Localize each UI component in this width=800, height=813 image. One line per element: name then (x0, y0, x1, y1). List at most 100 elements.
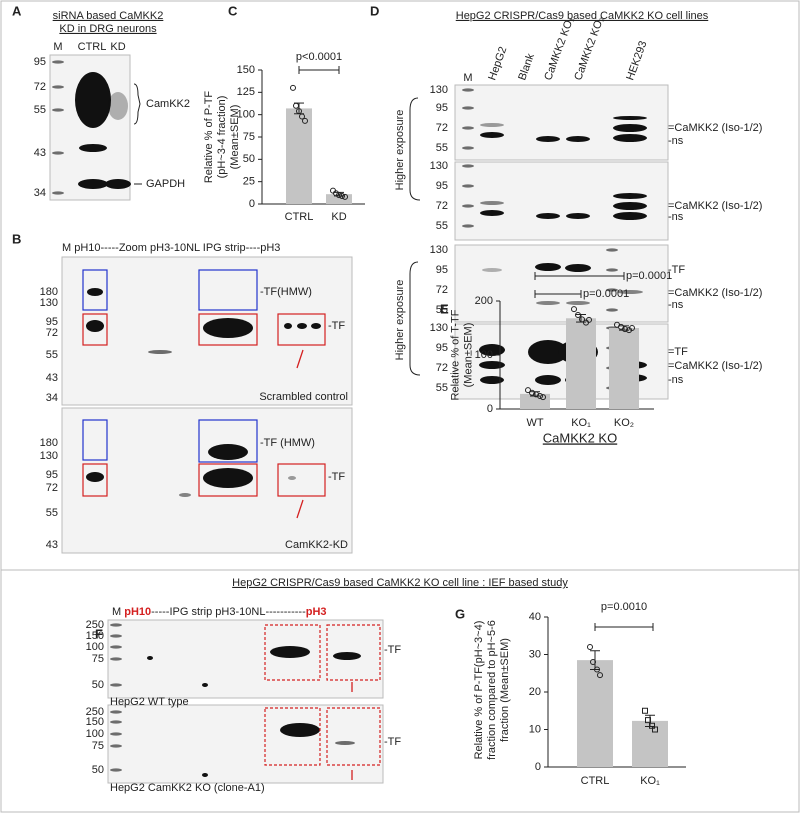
data-point (590, 659, 596, 665)
label: M (463, 72, 472, 84)
header-part: -----IPG strip pH3-10NL----------- (151, 606, 306, 618)
ladder-band (462, 106, 474, 110)
lane-label: HEK293 (624, 39, 649, 82)
ladder-band (462, 224, 474, 228)
data-point (342, 193, 348, 200)
label: B (12, 231, 21, 246)
f-header: M pH10-----IPG strip pH3-10NL-----------… (112, 606, 327, 618)
band-label: =CaMKK2 (Iso-1/2) (668, 122, 762, 134)
marker-label: 95 (436, 102, 448, 114)
ladder-band (52, 108, 64, 112)
marker-label: 100 (86, 641, 104, 653)
band (202, 683, 208, 687)
marker-label: 130 (430, 84, 448, 96)
band (613, 212, 647, 220)
data-point (537, 393, 543, 400)
band (202, 773, 208, 777)
marker-label: 130 (430, 244, 448, 256)
annotation: p<0.0001 (296, 51, 342, 63)
band (528, 340, 568, 364)
band (536, 213, 560, 219)
lane-label: HepG2 (486, 45, 509, 82)
marker-label: 130 (430, 160, 448, 172)
data-point (336, 192, 342, 199)
x-tick-label: KO₁ (640, 775, 660, 787)
ladder-band (462, 88, 474, 92)
bar (609, 328, 639, 409)
y-axis-label: Relative % of T-TF (449, 309, 461, 400)
header-part: pH3 (306, 606, 327, 618)
data-point (586, 316, 592, 323)
lane-label: CaMKK2 KO₂ (572, 15, 606, 82)
band (613, 134, 647, 142)
label: D (370, 3, 379, 18)
marker-label: 72 (436, 284, 448, 296)
arrow (296, 349, 304, 369)
band (566, 301, 590, 305)
highlight-box (82, 313, 108, 346)
header-part: pH10 (124, 606, 151, 618)
data-point (293, 102, 299, 109)
band (536, 136, 560, 142)
marker-label: 43 (34, 147, 46, 159)
band (203, 318, 253, 338)
y-axis-label: (Mean±SEM) (462, 323, 474, 388)
ladder-band (606, 288, 618, 292)
band (480, 123, 504, 127)
band (86, 320, 104, 332)
y-tick-label: 150 (237, 64, 255, 76)
marker-label: 55 (436, 220, 448, 232)
data-point (296, 108, 302, 115)
band-label: -TF (668, 264, 685, 276)
brace (409, 261, 421, 376)
ladder-band (110, 657, 122, 661)
band (108, 92, 128, 120)
band (270, 646, 310, 658)
ladder-band (52, 85, 64, 89)
band (105, 179, 131, 189)
y-axis-label: Relative % of P-TF (203, 91, 215, 184)
band (536, 301, 560, 305)
lane-label: Blank (516, 52, 537, 82)
label: HepG2 CRISPR/Cas9 based CaMKK2 KO cell l… (456, 10, 709, 22)
marker-label: 250 (86, 706, 104, 718)
data-point (642, 707, 648, 714)
band (87, 288, 103, 296)
band-label: =CaMKK2 (Iso-1/2) (668, 287, 762, 299)
band-label: =TF (668, 346, 688, 358)
y-axis-label: Relative % of P-TF(pH~3~4) (473, 621, 485, 760)
marker-label: 72 (46, 482, 58, 494)
band (208, 444, 248, 460)
data-point (540, 394, 546, 401)
data-point (339, 192, 345, 199)
band (288, 476, 296, 480)
band (284, 323, 292, 329)
label: KD in DRG neurons (59, 23, 157, 35)
x-tick-label: KO₁ (571, 417, 591, 429)
highlight-box (198, 463, 258, 497)
marker-label: 34 (34, 187, 46, 199)
x-tick-label: CTRL (285, 211, 314, 223)
highlight-box (277, 313, 326, 346)
band (565, 264, 591, 272)
lane-label: CaMKK2 KO₁ (542, 15, 576, 82)
ladder-band (52, 191, 64, 195)
brace (409, 97, 421, 201)
band (280, 723, 320, 737)
arrow (296, 499, 304, 519)
marker-label: 75 (92, 740, 104, 752)
data-point (629, 325, 635, 331)
y-axis-label: (pH~3-4 fraction) (216, 96, 228, 179)
band-label: -ns (668, 135, 684, 147)
band (566, 136, 590, 142)
marker-label: 55 (34, 104, 46, 116)
label: -TF (328, 320, 345, 332)
marker-label: 250 (86, 619, 104, 631)
band-label: -ns (668, 299, 684, 311)
panel-label: C (228, 3, 238, 18)
band (333, 652, 361, 660)
marker-label: 150 (86, 630, 104, 642)
label: CamKK2 (146, 98, 190, 110)
label: -TF (384, 644, 401, 656)
